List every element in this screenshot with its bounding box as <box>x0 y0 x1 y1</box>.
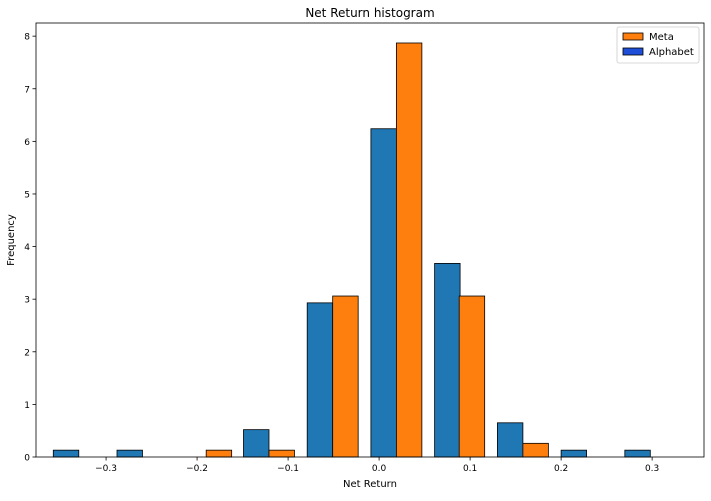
bar-meta-3 <box>395 42 423 458</box>
y-tick-label: 5 <box>24 190 30 200</box>
y-tick-label: 2 <box>24 348 30 358</box>
y-axis-label: Frequency <box>6 214 17 266</box>
y-tick-label: 6 <box>24 138 30 148</box>
bar-alphabet-3 <box>306 302 334 458</box>
chart-title: Net Return histogram <box>305 6 434 20</box>
axes-layer <box>35 22 705 458</box>
x-tick-label: 0.1 <box>463 464 477 474</box>
legend-swatch-meta <box>622 32 644 41</box>
x-axis-ticks: −0.3 −0.2 −0.1 0.0 0.1 0.2 0.3 <box>95 457 659 474</box>
bar-alphabet-7 <box>560 449 587 458</box>
legend-label-meta: Meta <box>649 32 674 43</box>
y-tick-label: 3 <box>24 296 30 306</box>
y-tick-label: 7 <box>24 85 30 95</box>
x-tick-label: −0.1 <box>277 464 299 474</box>
x-axis-label: Net Return <box>343 479 397 490</box>
bar-alphabet-6 <box>497 422 524 458</box>
bar-alphabet-4 <box>370 128 397 458</box>
y-axis-ticks: 0 1 2 3 4 5 6 7 8 <box>24 33 36 464</box>
y-tick-label: 0 <box>24 454 30 464</box>
legend-swatch-alphabet <box>622 47 644 56</box>
bar-meta-4 <box>458 295 486 458</box>
bar-meta-5 <box>522 442 549 458</box>
bar-meta-0 <box>205 449 233 458</box>
legend: Meta Alphabet <box>616 26 700 64</box>
bar-alphabet-1 <box>116 449 143 458</box>
bar-alphabet-8 <box>624 449 651 458</box>
x-tick-label: 0.3 <box>645 464 659 474</box>
bars-layer <box>52 42 651 458</box>
bar-meta-2 <box>332 295 359 458</box>
bar-alphabet-5 <box>434 263 461 458</box>
legend-label-alphabet: Alphabet <box>649 47 694 58</box>
bar-alphabet-0 <box>52 449 80 458</box>
x-tick-label: −0.2 <box>186 464 208 474</box>
x-tick-label: 0.2 <box>554 464 568 474</box>
y-tick-label: 8 <box>24 33 30 43</box>
x-tick-label: 0.0 <box>372 464 387 474</box>
bar-alphabet-2 <box>243 429 270 458</box>
x-tick-label: −0.3 <box>95 464 117 474</box>
y-tick-label: 4 <box>24 243 30 253</box>
bar-meta-1 <box>268 449 295 458</box>
y-tick-label: 1 <box>24 401 30 411</box>
plot-frame <box>35 22 705 458</box>
